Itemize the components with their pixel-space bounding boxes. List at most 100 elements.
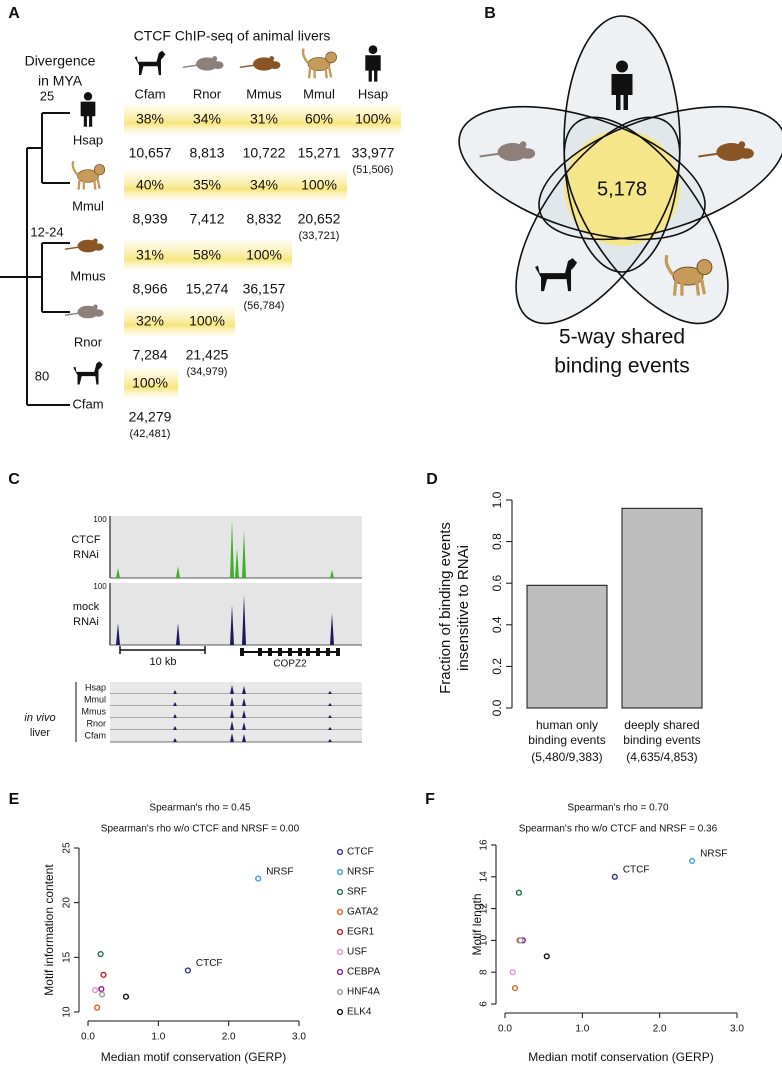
legend-swatch bbox=[336, 848, 344, 856]
icon-part bbox=[64, 246, 80, 250]
icon-part bbox=[738, 141, 746, 148]
shared-band bbox=[124, 240, 292, 270]
percent-cell: 100% bbox=[246, 247, 282, 263]
species-icon bbox=[64, 304, 104, 319]
x-tick-label: 3.0 bbox=[730, 1024, 744, 1035]
icon-part bbox=[93, 243, 104, 251]
legend-label: NRSF bbox=[347, 867, 374, 878]
exon bbox=[240, 648, 244, 656]
percent-cell: 100% bbox=[132, 375, 168, 391]
venn-outline bbox=[538, 105, 782, 241]
legend-swatch bbox=[336, 908, 344, 916]
vivo-peak bbox=[173, 738, 177, 742]
y-axis-label: Fraction of binding events insensitive t… bbox=[437, 522, 472, 694]
count-cell: 7,412 bbox=[189, 211, 224, 227]
icon-part bbox=[93, 238, 98, 244]
icon-part bbox=[738, 148, 754, 159]
vivo-peak bbox=[173, 702, 177, 706]
icon-part bbox=[497, 143, 528, 162]
point-label: NRSF bbox=[266, 866, 293, 877]
scale-bar-label: 10 kb bbox=[150, 656, 177, 668]
count-cell: 8,813 bbox=[189, 145, 224, 161]
x-tick-label: 2.0 bbox=[222, 1032, 236, 1043]
bar bbox=[526, 584, 608, 709]
point-label: CTCF bbox=[623, 864, 650, 875]
vivo-label: in vivo bbox=[24, 712, 55, 724]
percent-cell: 58% bbox=[193, 247, 221, 263]
point bbox=[97, 950, 104, 958]
icon-part bbox=[611, 74, 633, 110]
icon-part bbox=[519, 141, 527, 148]
chart-title: Spearman's rho = 0.45 bbox=[149, 803, 251, 814]
point bbox=[689, 857, 696, 865]
vivo-species: Rnor bbox=[86, 718, 106, 728]
percent-cell: 31% bbox=[250, 111, 278, 127]
y-tick-label: 0.2 bbox=[490, 658, 504, 675]
icon-part bbox=[77, 169, 99, 183]
column-label: Mmus bbox=[246, 86, 282, 101]
vivo-peak bbox=[242, 686, 246, 694]
icon-part bbox=[325, 51, 337, 64]
species-icon bbox=[611, 60, 633, 110]
icon-part bbox=[182, 64, 199, 69]
species-icon bbox=[239, 56, 281, 71]
icon-part bbox=[71, 160, 101, 190]
point bbox=[255, 875, 262, 882]
venn-caption: binding events bbox=[554, 355, 689, 378]
point bbox=[511, 984, 519, 992]
exon bbox=[326, 648, 330, 656]
tree bbox=[0, 112, 70, 406]
legend-label: SRF bbox=[347, 887, 367, 898]
legend-swatch bbox=[336, 988, 344, 996]
percent-cell: 31% bbox=[136, 247, 164, 263]
signal-peak bbox=[242, 595, 246, 645]
panel-title: CTCF ChIP-seq of animal livers bbox=[134, 28, 331, 44]
species-icon bbox=[365, 45, 381, 82]
legend-swatch bbox=[336, 868, 344, 876]
count-cell: 7,284 bbox=[132, 347, 167, 363]
icon-part bbox=[365, 55, 381, 82]
percent-cell: 32% bbox=[136, 313, 164, 329]
vivo-track bbox=[110, 694, 362, 706]
icon-part bbox=[520, 148, 536, 159]
y-axis-label: Motif information content bbox=[42, 864, 56, 996]
vivo-peak bbox=[328, 691, 332, 694]
point bbox=[100, 971, 107, 978]
icon-part bbox=[253, 57, 275, 71]
gene-label: COPZ2 bbox=[273, 659, 307, 670]
exon bbox=[268, 648, 272, 656]
shared-band bbox=[124, 368, 178, 398]
point bbox=[515, 889, 523, 896]
icon-part bbox=[196, 57, 218, 71]
icon-part bbox=[269, 61, 281, 69]
legend-swatch bbox=[336, 1008, 344, 1016]
species-icon bbox=[479, 141, 536, 162]
vivo-track bbox=[110, 718, 362, 730]
venn-count: 5,178 bbox=[597, 178, 647, 200]
percent-cell: 35% bbox=[193, 177, 221, 193]
icon-part bbox=[479, 152, 501, 158]
point bbox=[98, 991, 106, 998]
x-tick-label: 1.0 bbox=[575, 1024, 589, 1035]
vivo-peak bbox=[242, 698, 246, 706]
exon bbox=[316, 648, 320, 656]
x-category-label: human only binding events bbox=[528, 718, 606, 747]
node-label: 80 bbox=[35, 368, 49, 383]
count-cell: 10,722 bbox=[243, 145, 286, 161]
icon-part bbox=[696, 259, 713, 276]
icon-part bbox=[664, 254, 707, 296]
row-label: Mmul bbox=[72, 198, 104, 213]
count-cell: 15,274 bbox=[186, 281, 229, 297]
x-category-count: (4,635/4,853) bbox=[626, 750, 698, 764]
row-label: Rnor bbox=[74, 334, 103, 349]
vivo-peak bbox=[230, 697, 234, 706]
species-icon bbox=[664, 254, 713, 296]
vivo-peak bbox=[230, 721, 234, 730]
vivo-track bbox=[110, 706, 362, 718]
legend-label: EGR1 bbox=[347, 927, 375, 938]
track-label: RNAi bbox=[73, 616, 99, 628]
x-category-count: (5,480/9,383) bbox=[531, 750, 603, 764]
y-tick-label: 8 bbox=[479, 969, 490, 975]
point bbox=[122, 993, 130, 1000]
count-cell: 36,157 bbox=[243, 281, 286, 297]
